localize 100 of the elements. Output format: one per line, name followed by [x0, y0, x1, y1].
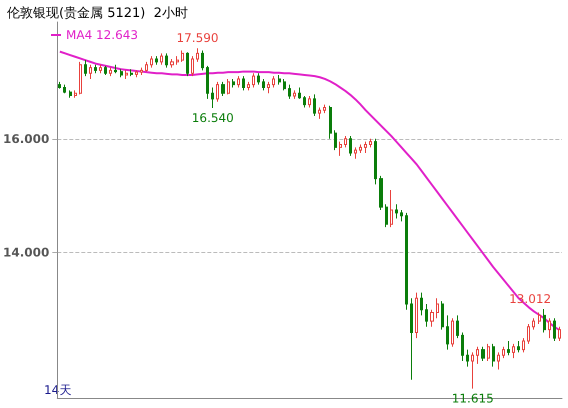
candlestick [538, 312, 541, 324]
candlestick [344, 135, 347, 148]
candlestick [278, 74, 281, 86]
candlestick [522, 338, 525, 353]
candlestick [395, 204, 398, 220]
candlestick [359, 144, 362, 154]
candlestick [186, 52, 189, 77]
candlestick [293, 90, 296, 100]
candlestick [334, 130, 337, 151]
candlestick [374, 138, 377, 185]
candlestick [272, 76, 275, 88]
candlestick [206, 65, 209, 100]
candlestick [446, 314, 449, 350]
candlestick [114, 64, 117, 74]
candlestick [89, 64, 92, 80]
candlestick [441, 300, 444, 330]
candlestick [502, 346, 505, 359]
candlestick [400, 210, 403, 222]
candlestick [308, 96, 311, 108]
candlestick [69, 90, 72, 98]
candlestick [379, 175, 383, 210]
candlestick [216, 81, 219, 102]
annotation: 16.540 [192, 111, 234, 126]
candlestick [109, 67, 112, 77]
candlestick [232, 78, 235, 88]
y-tick-label: 14.000 [2, 246, 50, 260]
candlestick [120, 68, 123, 78]
candlestick [130, 68, 133, 77]
candlestick [191, 56, 194, 77]
candlestick [527, 323, 530, 344]
candlestick [201, 50, 204, 71]
y-tick-label: 16.000 [2, 132, 50, 146]
candlestick [558, 326, 561, 342]
candlestick [497, 352, 500, 370]
candlestick [58, 81, 61, 90]
candlestick [354, 146, 357, 160]
candlestick [262, 78, 265, 91]
candlestick [420, 292, 423, 316]
candlestick [211, 87, 214, 109]
candlestick [339, 141, 342, 156]
candlestick [323, 104, 326, 114]
annotation: 11.615 [452, 392, 494, 406]
candlestick [242, 76, 245, 91]
candlestick [405, 212, 408, 310]
candlestick [410, 298, 413, 380]
candlestick [415, 292, 418, 339]
candlestick [369, 138, 372, 148]
candlestick [94, 64, 97, 74]
candlestick [543, 308, 546, 333]
candlestick [247, 81, 250, 91]
candlestick [237, 76, 240, 88]
candlestick [74, 90, 77, 98]
candlestick [329, 105, 332, 140]
candlestick [196, 48, 199, 62]
candlestick [160, 52, 163, 66]
candlestick [425, 304, 428, 328]
candlestick [84, 60, 87, 77]
candlestick [492, 343, 495, 368]
candlestick [165, 52, 168, 68]
candlestick [517, 340, 520, 353]
candlestick [451, 318, 454, 348]
candlestick [267, 81, 270, 94]
candlestick [135, 70, 138, 78]
chart-title: 伦敦银现(贵金属 5121) 2小时 [7, 6, 188, 21]
candlestick [349, 135, 352, 156]
candlestick [104, 65, 107, 76]
candlestick [227, 78, 230, 95]
candlestick [507, 340, 510, 356]
candlestick [553, 318, 556, 342]
candlestick [298, 87, 301, 100]
candlestick [512, 343, 515, 359]
candlestick [283, 78, 286, 91]
candlestick [532, 318, 535, 330]
candlestick [140, 67, 143, 76]
legend-label: MA4 12.643 [66, 28, 138, 42]
candlestick [364, 141, 367, 154]
candlestick [176, 56, 179, 66]
candlestick [430, 309, 434, 328]
candlestick [390, 190, 393, 228]
candlestick [288, 84, 291, 100]
candlestick [548, 318, 551, 339]
candlestick [79, 61, 82, 95]
candlestick [461, 332, 464, 362]
candlestick [313, 94, 316, 116]
line-series [58, 50, 560, 332]
candlestick [125, 70, 128, 80]
candlestick [257, 72, 260, 86]
candlestick [181, 50, 184, 62]
candlestick [221, 81, 225, 97]
candlestick [436, 298, 439, 319]
candlestick [150, 56, 153, 68]
candlestick [155, 56, 158, 66]
candlestick [487, 343, 490, 362]
candlestick [170, 58, 174, 68]
candlestick [481, 346, 485, 362]
candlestick [318, 106, 321, 120]
candlestick [476, 346, 479, 364]
candlestick [466, 349, 469, 368]
candlestick [303, 96, 306, 108]
candlestick [63, 84, 66, 94]
